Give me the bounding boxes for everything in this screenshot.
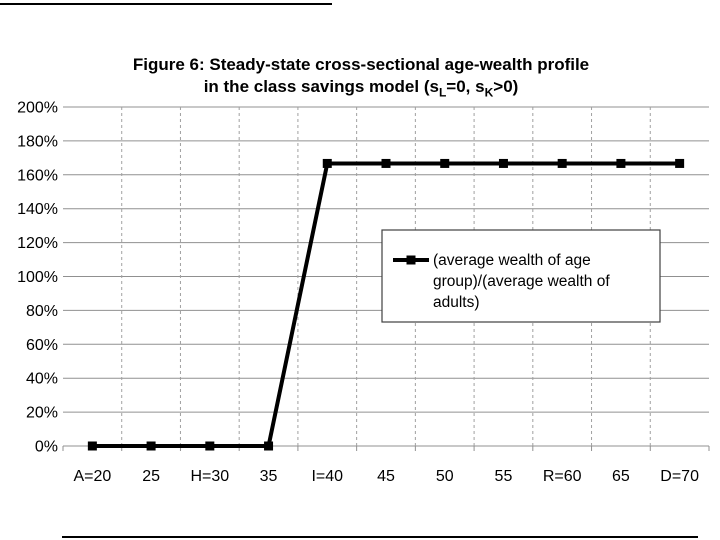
data-point-marker bbox=[381, 158, 391, 168]
data-point-marker bbox=[264, 441, 274, 451]
y-axis-tick-label: 20% bbox=[26, 405, 58, 422]
chart-title: Figure 6: Steady-state cross-sectional a… bbox=[1, 54, 720, 103]
y-axis-tick-label: 160% bbox=[17, 167, 58, 184]
chart-title-line1: Figure 6: Steady-state cross-sectional a… bbox=[132, 55, 590, 74]
data-point-marker bbox=[87, 441, 97, 451]
x-axis-tick-label: 45 bbox=[377, 468, 395, 485]
y-axis-tick-label: 140% bbox=[17, 201, 58, 218]
legend-label-line: group)/(average wealth of bbox=[433, 273, 610, 290]
data-point-marker bbox=[616, 158, 626, 168]
y-axis-tick-label: 180% bbox=[17, 133, 58, 150]
y-axis-tick-label: 60% bbox=[26, 337, 58, 354]
y-axis-tick-label: 120% bbox=[17, 235, 58, 252]
x-axis-tick-label: 55 bbox=[495, 468, 513, 485]
legend-label-line: (average wealth of age bbox=[433, 252, 591, 269]
data-point-marker bbox=[498, 158, 508, 168]
legend-label-line: adults) bbox=[433, 294, 480, 311]
data-point-marker bbox=[440, 158, 450, 168]
data-point-marker bbox=[322, 158, 332, 168]
y-axis-tick-label: 80% bbox=[26, 303, 58, 320]
data-point-marker bbox=[146, 441, 156, 451]
y-axis-tick-label: 40% bbox=[26, 371, 58, 388]
x-axis-tick-label: 25 bbox=[142, 468, 160, 485]
x-axis-tick-label: A=20 bbox=[73, 468, 111, 485]
x-axis-tick-label: 50 bbox=[436, 468, 454, 485]
y-axis-tick-label: 100% bbox=[17, 269, 58, 286]
x-axis-tick-label: D=70 bbox=[660, 468, 699, 485]
legend-box bbox=[381, 229, 661, 323]
slide-border-bottom-line bbox=[62, 536, 698, 538]
slide-border-top-line bbox=[0, 3, 332, 5]
y-axis-tick-label: 0% bbox=[35, 439, 58, 456]
x-axis-tick-label: I=40 bbox=[311, 468, 343, 485]
legend-marker-square bbox=[406, 255, 416, 265]
x-axis-tick-label: H=30 bbox=[190, 468, 229, 485]
data-point-marker bbox=[557, 158, 567, 168]
data-point-marker bbox=[675, 158, 685, 168]
x-axis-tick-label: 65 bbox=[612, 468, 630, 485]
y-axis-tick-label: 200% bbox=[17, 100, 58, 117]
data-point-marker bbox=[205, 441, 215, 451]
chart-title-line2: in the class savings model (sL=0, sK>0) bbox=[203, 77, 519, 100]
x-axis-tick-label: R=60 bbox=[543, 468, 582, 485]
x-axis-tick-label: 35 bbox=[260, 468, 278, 485]
